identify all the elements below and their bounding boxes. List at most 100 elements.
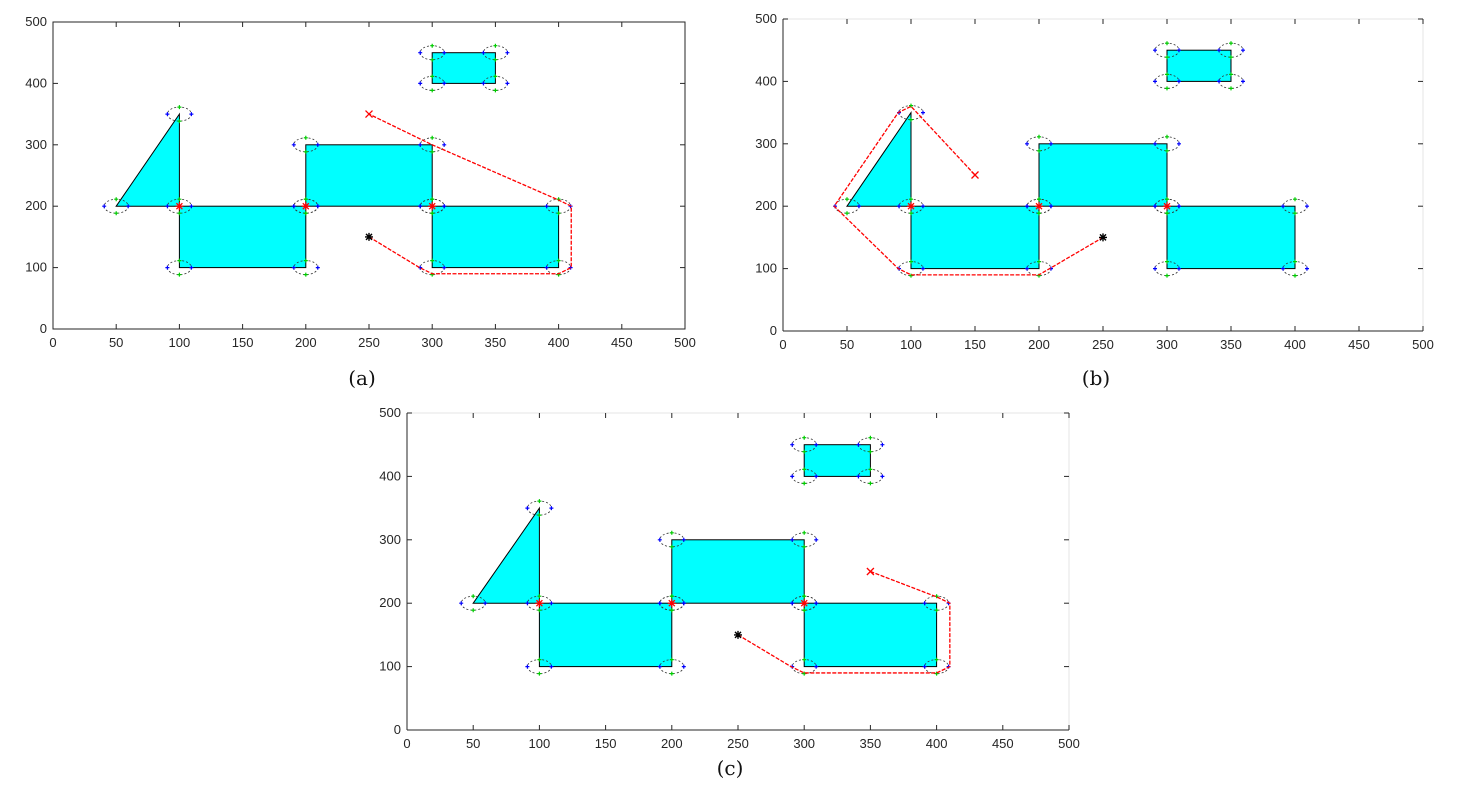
corner-marker-blue [525,601,530,606]
panel-caption: (c) [717,756,744,780]
x-tick-label: 50 [840,337,854,352]
y-tick-label: 300 [755,136,777,151]
x-tick-label: 150 [595,736,617,751]
y-tick-label: 200 [755,198,777,213]
obstacle-rectangle [803,602,938,668]
corner-marker-green [537,594,542,599]
obstacle-rectangle [803,444,871,477]
corner-marker-green [177,272,182,277]
corner-marker-green [909,259,913,264]
x-tick-label: 500 [674,335,696,350]
corner-marker-blue [921,204,925,209]
corner-marker-blue [922,664,927,669]
corner-marker-green [430,149,435,154]
corner-marker-blue [657,601,662,606]
corner-marker-green [493,74,498,79]
corner-marker-blue [790,601,795,606]
corner-marker-blue [1305,204,1309,209]
y-tick-label: 100 [25,260,47,275]
corner-marker-blue [1281,266,1285,271]
corner-marker-green [1165,197,1169,202]
corner-marker-green [802,530,807,535]
y-tick-label: 400 [755,73,777,88]
obstacle-rectangle [431,52,496,84]
corner-marker-green [1293,197,1297,202]
obstacle-rectangle [910,205,1040,270]
waypoint-star [800,599,809,608]
corner-marker-green [177,258,182,263]
corner-marker-blue [1177,48,1181,53]
corner-marker-blue [483,601,488,606]
corner-marker-blue [291,265,296,270]
corner-marker-blue [442,50,447,55]
corner-marker-green [430,197,435,202]
obstacle-triangle [472,506,540,604]
corner-marker-blue [189,204,194,209]
corner-marker-green [114,197,119,202]
corner-marker-blue [102,204,107,209]
corner-marker-blue [922,601,927,606]
x-tick-label: 250 [1092,337,1114,352]
corner-marker-blue [549,506,554,511]
corner-marker-green [802,608,807,613]
planned-path [833,105,1104,276]
corner-marker-blue [126,204,131,209]
corner-marker-blue [880,474,885,479]
y-tick-label: 300 [25,137,47,152]
x-tick-label: 100 [529,736,551,751]
corner-marker-green [471,594,476,599]
corner-marker-blue [856,442,861,447]
corner-marker-green [1165,72,1169,77]
corner-marker-blue [814,537,819,542]
planned-path [368,113,572,275]
corner-marker-blue [814,601,819,606]
corner-marker-green [868,435,873,440]
corner-marker-blue [1177,204,1181,209]
corner-marker-green [802,449,807,454]
corner-marker-green [1165,134,1169,139]
y-tick-label: 0 [394,722,401,737]
y-tick-label: 500 [25,14,47,29]
obstacle-triangle [115,112,180,207]
corner-marker-green [802,544,807,549]
x-tick-label: 350 [1220,337,1242,352]
corner-marker-blue [442,265,447,270]
obstacle-rectangle [538,602,673,668]
corner-marker-green [493,43,498,48]
corner-marker-blue [897,204,901,209]
corner-marker-green [1229,55,1233,60]
corner-marker-blue [459,601,464,606]
x-tick-label: 250 [358,335,380,350]
x-tick-label: 0 [403,736,410,751]
x-tick-label: 300 [793,736,815,751]
corner-marker-blue [1025,266,1029,271]
x-tick-label: 350 [485,335,507,350]
corner-marker-blue [291,142,296,147]
obstacle-rectangle [1166,49,1232,82]
corner-marker-green [845,211,849,216]
corner-marker-green [845,197,849,202]
corner-marker-blue [544,265,549,270]
corner-marker-blue [481,50,486,55]
corner-marker-green [868,481,873,486]
corner-marker-blue [1177,266,1181,271]
corner-marker-blue [1153,48,1157,53]
corner-marker-blue [418,50,423,55]
corner-marker-green [934,657,939,662]
corner-marker-blue [189,265,194,270]
corner-marker-green [868,467,873,472]
corner-marker-blue [418,142,423,147]
x-tick-label: 500 [1058,736,1080,751]
corner-marker-blue [1217,79,1221,84]
y-tick-label: 300 [379,532,401,547]
waypoint-star [175,202,184,211]
corner-marker-green [177,119,182,124]
corner-marker-green [493,88,498,93]
corner-marker-blue [165,204,170,209]
corner-marker-green [303,211,308,216]
corner-marker-green [934,608,939,613]
corner-marker-blue [1153,204,1157,209]
corner-marker-blue [505,50,510,55]
corner-marker-green [909,197,913,202]
corner-marker-blue [790,474,795,479]
